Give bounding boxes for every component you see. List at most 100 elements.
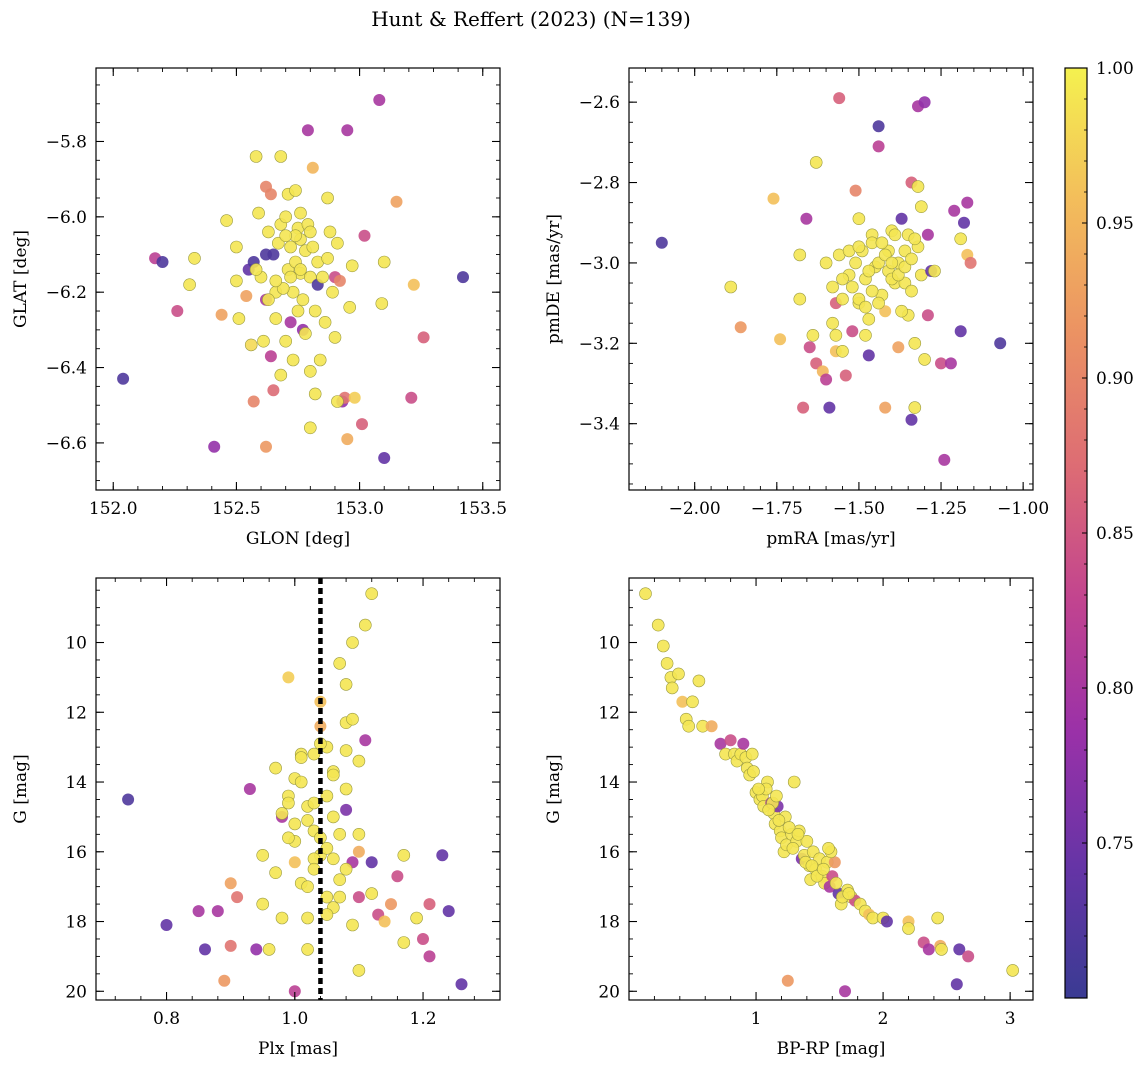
data-point [958,216,970,229]
data-point [849,256,862,270]
data-point [908,232,922,246]
data-point [705,720,718,733]
data-point [320,841,334,855]
data-point [326,810,340,824]
data-point [339,744,353,757]
y-axis-label: pmDE [mas/yr] [544,214,564,344]
data-point [320,908,334,921]
data-point [260,440,272,453]
data-point [417,331,430,344]
data-point [279,229,293,242]
y-tick-label: 14 [598,773,620,793]
data-point [800,834,814,848]
data-point [391,870,404,883]
data-point [356,418,368,431]
data-point [905,252,918,266]
data-point [833,92,846,105]
data-point [823,401,836,414]
data-point [303,421,317,435]
y-tick-label: −6.0 [46,208,87,228]
data-point [303,364,317,378]
x-tick-label: 3 [1005,1009,1016,1029]
colorbar-tick-label: 0.80 [1096,679,1134,699]
data-point [842,887,856,900]
data-point [845,280,859,294]
data-point [786,841,800,855]
x-tick-label: 0.8 [153,1009,180,1029]
data-point [352,827,366,841]
data-point [826,316,839,330]
data-point [819,256,833,270]
data-point [269,866,282,880]
data-point [921,309,934,322]
data-point [301,124,314,137]
data-point [208,440,221,453]
data-point [745,747,759,761]
data-point [714,737,727,750]
data-point [378,452,391,464]
data-points [122,578,468,1000]
y-tick-label: 20 [65,982,87,1002]
x-tick-label: −1.75 [751,499,803,519]
data-point [455,978,468,991]
y-tick-label: 18 [65,913,87,933]
x-tick-label: 153.5 [458,499,507,519]
data-point [762,803,776,817]
data-point [948,204,961,217]
data-point [390,195,403,208]
y-axis-label: G [mag] [11,754,31,823]
data-point [365,587,379,601]
data-point [895,304,908,318]
data-point [953,943,966,956]
axes-frame [628,577,1034,1001]
data-point [218,974,231,987]
data-point [345,259,359,273]
data-point [257,334,270,348]
data-point [397,936,411,949]
data-point [171,305,184,317]
data-point [308,304,322,318]
data-point [805,859,819,873]
data-point [333,827,347,841]
data-point [284,316,297,329]
data-point [803,341,816,354]
data-point [348,391,361,404]
data-point [921,228,934,241]
data-point [224,877,237,890]
x-axis-label: Plx [mas] [258,1039,338,1059]
data-point [686,695,699,709]
data-point [269,761,282,775]
data-point [326,852,340,866]
x-axis-label: pmRA [mas/yr] [766,529,895,549]
y-tick-label: 10 [65,634,87,654]
data-point [274,368,288,382]
data-point [1006,964,1020,977]
data-point [377,255,391,269]
colorbar-ticks: 0.75 0.80 0.85 0.90 0.95 1.00 [1082,59,1134,968]
colorbar-tick-label: 0.75 [1096,834,1134,854]
data-point [352,891,365,904]
data-point [862,312,876,326]
data-point [375,297,389,310]
data-point [267,384,280,397]
data-point [442,905,455,918]
data-point [256,848,270,862]
data-point [279,334,293,348]
data-points [639,587,1020,998]
data-point [373,94,386,106]
data-point [651,618,665,632]
data-point [954,232,968,246]
y-tick-label: 12 [65,703,87,723]
data-point [862,349,875,362]
data-point [296,293,310,307]
data-point [911,180,925,193]
data-point [935,943,948,956]
data-point [457,271,469,284]
data-point [365,856,378,869]
data-point [385,898,397,911]
x-tick-label: 152.5 [212,499,261,519]
data-point [333,274,346,287]
data-point [782,821,796,834]
